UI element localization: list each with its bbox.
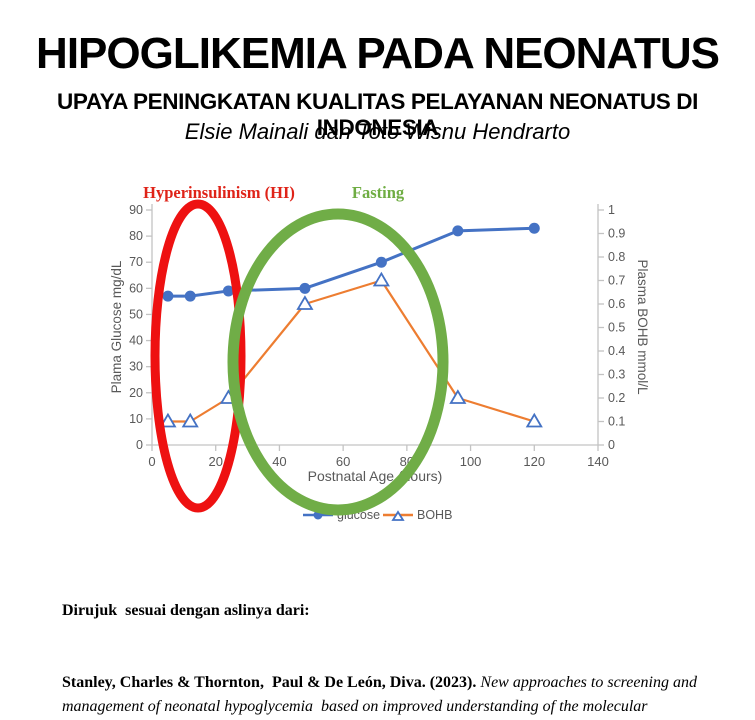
svg-text:0.7: 0.7 <box>608 274 625 288</box>
svg-text:60: 60 <box>336 454 350 469</box>
citation-authors: Stanley, Charles & Thornton, Paul & De L… <box>62 674 477 691</box>
svg-text:140: 140 <box>587 454 609 469</box>
svg-text:0.4: 0.4 <box>608 344 625 358</box>
svg-text:0.9: 0.9 <box>608 227 625 241</box>
page-title: HIPOGLIKEMIA PADA NEONATUS <box>36 29 720 78</box>
x-axis-title: Postnatal Age (hours) <box>308 468 443 484</box>
svg-text:0.2: 0.2 <box>608 391 625 405</box>
plot-area: 010203040506070809000.10.20.30.40.50.60.… <box>129 203 625 522</box>
svg-text:0.3: 0.3 <box>608 368 625 382</box>
annotation-hyperinsulinism: Hyperinsulinism (HI) <box>143 183 295 202</box>
y-axis-title-left: Plama Glucose mg/dL <box>109 260 124 393</box>
legend-label-BOHB: BOHB <box>417 508 452 522</box>
citation-intro-line: Dirujuk sesuai dengan aslinya dari: <box>62 599 719 623</box>
svg-text:0.1: 0.1 <box>608 415 625 429</box>
svg-text:30: 30 <box>129 360 143 374</box>
hyperinsulinism-ellipse <box>150 199 246 513</box>
svg-text:10: 10 <box>129 412 143 426</box>
svg-text:120: 120 <box>523 454 545 469</box>
citation-block: Dirujuk sesuai dengan aslinya dari: Stan… <box>62 551 719 720</box>
svg-text:50: 50 <box>129 307 143 321</box>
svg-text:90: 90 <box>129 203 143 217</box>
svg-text:40: 40 <box>272 454 286 469</box>
svg-text:0: 0 <box>148 454 155 469</box>
svg-text:40: 40 <box>129 334 143 348</box>
svg-text:100: 100 <box>460 454 482 469</box>
annotation-fasting: Fasting <box>352 183 405 202</box>
svg-text:0.8: 0.8 <box>608 250 625 264</box>
citation-intro: Dirujuk sesuai dengan aslinya dari: <box>62 602 310 619</box>
svg-text:20: 20 <box>129 386 143 400</box>
svg-text:0: 0 <box>608 438 615 452</box>
svg-text:0.6: 0.6 <box>608 297 625 311</box>
citation-reference: Stanley, Charles & Thornton, Paul & De L… <box>62 671 719 720</box>
y-axis-title-right: Plasma BOHB mmol/L <box>635 259 650 395</box>
page-authors: Elsie Mainali dan Toto Wisnu Hendrarto <box>184 119 571 144</box>
citation-article-title: New approaches to screening and manageme… <box>62 674 697 715</box>
svg-text:80: 80 <box>129 229 143 243</box>
svg-text:20: 20 <box>208 454 222 469</box>
page-subtitle: UPAYA PENINGKATAN KUALITAS PELAYANAN NEO… <box>57 89 698 140</box>
svg-text:1: 1 <box>608 203 615 217</box>
glucose-bohb-chart: 010203040506070809000.10.20.30.40.50.60.… <box>109 183 650 522</box>
fasting-ellipse <box>227 208 449 516</box>
svg-text:70: 70 <box>129 255 143 269</box>
svg-text:0: 0 <box>136 438 143 452</box>
svg-text:60: 60 <box>129 281 143 295</box>
svg-text:0.5: 0.5 <box>608 321 625 335</box>
